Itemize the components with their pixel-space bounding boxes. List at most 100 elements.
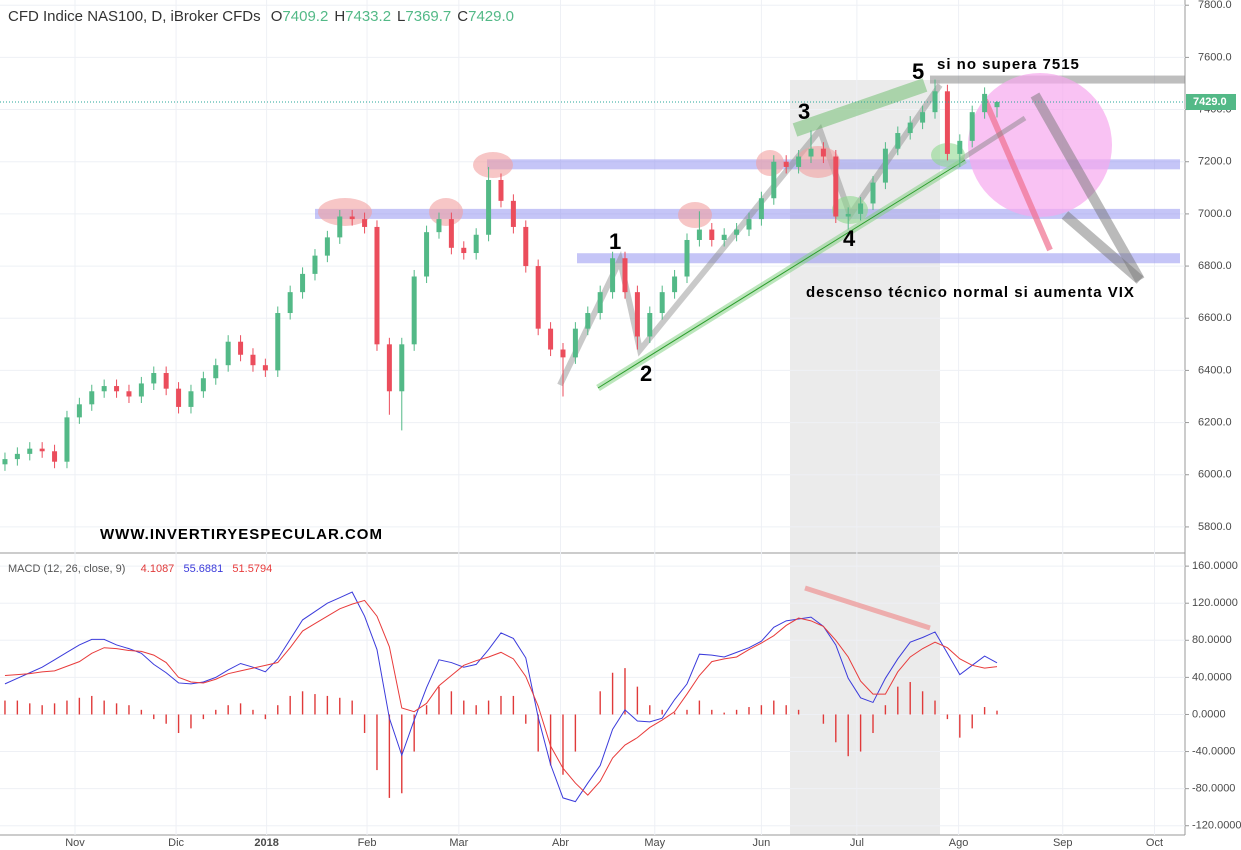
candle-body <box>944 91 950 154</box>
candle-body <box>448 219 454 248</box>
y-tick-label: 6800.0 <box>1198 260 1232 272</box>
histogram-bar <box>140 709 143 715</box>
candle-body <box>436 219 442 233</box>
histogram-bar <box>339 697 341 715</box>
candle-body <box>262 365 268 371</box>
candle-body <box>39 448 45 452</box>
candle-body <box>473 234 479 254</box>
wave <box>557 83 943 387</box>
histogram-bar <box>797 709 800 715</box>
candle-body <box>163 373 169 389</box>
x-tick-label: Mar <box>449 837 468 849</box>
candle-body <box>982 93 988 113</box>
histogram-bar <box>897 686 899 715</box>
ohlc-values: O7409.2 H7433.2 L7369.7 C7429.0 <box>271 8 520 25</box>
circle <box>968 73 1112 217</box>
macd-line <box>4 599 998 796</box>
wave-label: 2 <box>640 361 652 386</box>
candle-body <box>14 453 20 460</box>
histogram-bar <box>562 714 564 775</box>
candle-body <box>349 216 355 220</box>
histogram-bar <box>413 714 415 752</box>
y-tick-label: 5800.0 <box>1198 521 1232 533</box>
candle-body <box>510 200 516 227</box>
x-tick-label: 2018 <box>254 837 278 849</box>
histogram-bar <box>673 712 676 715</box>
candle-body <box>560 349 566 358</box>
candle-body <box>76 404 82 418</box>
candle-body <box>585 313 591 329</box>
hist-value: 4.1087 <box>140 563 175 575</box>
y2-tick-label: 120.0000 <box>1192 597 1238 609</box>
candle-body <box>275 313 281 371</box>
candle-body <box>213 365 219 379</box>
drawings <box>318 73 1145 631</box>
marker <box>796 146 840 178</box>
histogram-bar <box>909 682 911 715</box>
histogram-bar <box>711 709 713 715</box>
histogram-bar <box>921 691 924 715</box>
candle-body <box>957 140 963 154</box>
histogram-bar <box>165 714 167 724</box>
histogram-bar <box>760 705 763 715</box>
histogram-bar <box>128 705 130 715</box>
candle-body <box>151 373 157 384</box>
histogram-bar <box>872 714 874 734</box>
histogram-bar <box>314 694 316 715</box>
histogram-bar <box>884 705 887 715</box>
candle-body <box>746 219 752 230</box>
candle-body <box>721 234 727 240</box>
candle-body <box>461 247 467 254</box>
ohlc-prefix: H <box>334 8 346 25</box>
histogram-bar <box>41 705 43 715</box>
watermark: WWW.INVERTIRYESPECULAR.COM <box>100 526 383 543</box>
wave-label: 4 <box>843 226 856 251</box>
histogram-bar <box>611 672 614 715</box>
histogram-bar <box>500 695 502 715</box>
candle-body <box>709 229 715 240</box>
candle-body <box>734 229 740 235</box>
y-tick-label: 7800.0 <box>1198 0 1232 11</box>
ohlc-item: H7433.2 <box>334 8 391 25</box>
candle-body <box>362 219 368 227</box>
histogram-bar <box>91 695 93 715</box>
candle-body <box>287 292 293 314</box>
candle-body <box>882 148 888 183</box>
candle-body <box>796 156 802 167</box>
line <box>958 115 1027 163</box>
ohlc-value: 7429.0 <box>468 8 515 25</box>
candle-body <box>820 148 826 157</box>
price-axis-bg <box>1185 0 1241 850</box>
candle-body <box>52 451 58 462</box>
histogram-bar <box>277 705 279 715</box>
candle-body <box>324 237 330 256</box>
histogram-bar <box>574 714 577 752</box>
histogram-bar <box>252 709 254 715</box>
candle-body <box>64 417 70 462</box>
histogram-bar <box>363 714 366 734</box>
candle-body <box>845 213 851 217</box>
signal-value: 51.5794 <box>232 563 273 575</box>
histogram-bar <box>934 700 936 715</box>
x-tick-label: Oct <box>1146 837 1163 849</box>
histogram-bar <box>376 714 378 771</box>
y-tick-label: 6400.0 <box>1198 364 1232 376</box>
x-tick-label: Feb <box>358 837 377 849</box>
candle-body <box>27 448 33 454</box>
x-tick-label: Ago <box>949 837 969 849</box>
x-tick-label: Dic <box>168 837 184 849</box>
histogram-bar <box>202 714 205 720</box>
histogram-bar <box>549 714 552 766</box>
annotation: si no supera 7515 <box>937 56 1080 73</box>
support-zone <box>315 208 1180 219</box>
candle-body <box>337 216 343 238</box>
candle-body <box>672 276 678 293</box>
histogram-bar <box>859 714 862 752</box>
y2-tick-label: -40.0000 <box>1192 745 1235 757</box>
candle-body <box>424 232 430 277</box>
histogram-bar <box>773 700 775 715</box>
candle-body <box>225 341 231 366</box>
histogram-bar <box>425 705 428 715</box>
